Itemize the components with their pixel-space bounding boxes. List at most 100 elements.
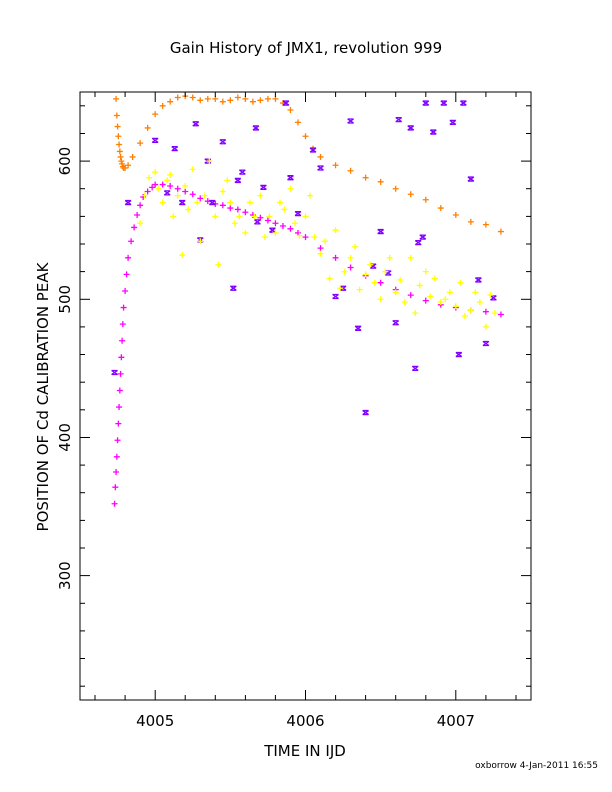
y-tick-label: 600 <box>56 147 74 176</box>
data-point <box>163 190 171 196</box>
data-point <box>224 177 231 184</box>
data-point <box>497 311 504 318</box>
data-point <box>227 97 234 104</box>
data-point <box>219 139 227 145</box>
data-point <box>194 199 201 206</box>
data-point <box>208 199 216 206</box>
data-point <box>151 137 159 144</box>
data-point <box>347 118 354 124</box>
data-point <box>472 289 479 296</box>
data-point <box>144 188 151 195</box>
data-point <box>116 141 123 148</box>
data-point <box>317 250 324 257</box>
data-point <box>227 205 234 212</box>
data-point <box>264 95 271 102</box>
data-point <box>347 167 354 174</box>
series-1 <box>111 181 504 507</box>
data-point <box>159 199 166 206</box>
data-point <box>134 211 141 218</box>
data-point <box>119 337 126 344</box>
data-point <box>242 229 249 236</box>
data-point <box>182 182 189 189</box>
data-point <box>362 409 369 416</box>
data-point <box>170 213 177 220</box>
data-point <box>431 275 438 282</box>
data-point <box>467 218 474 225</box>
data-point <box>129 153 136 160</box>
data-point <box>371 279 378 286</box>
series-3 <box>137 158 498 330</box>
x-tick-label: 4005 <box>136 712 174 730</box>
data-point <box>167 171 174 178</box>
data-point <box>392 289 399 296</box>
data-point <box>382 268 389 275</box>
data-point <box>482 323 489 330</box>
data-point <box>422 268 429 275</box>
data-point <box>118 158 125 165</box>
data-point <box>337 285 344 292</box>
data-point <box>229 285 237 291</box>
data-point <box>296 232 303 239</box>
data-point <box>113 469 120 475</box>
data-point <box>116 387 123 394</box>
data-point <box>113 112 120 119</box>
data-point <box>118 354 125 361</box>
data-point <box>182 188 189 195</box>
data-point <box>482 308 489 315</box>
data-point <box>215 261 222 268</box>
data-point <box>397 276 404 283</box>
data-point <box>287 225 294 232</box>
data-point <box>115 133 122 140</box>
footer-stamp: oxborrow 4-Jan-2011 16:55 <box>475 761 598 771</box>
data-point <box>369 263 377 269</box>
data-point <box>392 185 399 192</box>
data-point <box>302 133 309 140</box>
data-point <box>377 279 384 286</box>
data-point <box>482 340 490 347</box>
data-point <box>392 320 400 326</box>
data-point <box>185 206 192 213</box>
data-point <box>174 94 181 101</box>
data-point <box>122 165 129 171</box>
data-point <box>332 162 339 169</box>
data-point <box>123 271 130 278</box>
data-point <box>128 238 135 245</box>
data-point <box>246 199 253 206</box>
data-point <box>467 307 474 314</box>
data-point <box>332 227 339 234</box>
series-2 <box>111 100 497 416</box>
data-point <box>287 106 294 113</box>
data-point <box>257 97 264 104</box>
data-point <box>307 192 314 199</box>
data-point <box>347 264 354 271</box>
x-tick-label: 4006 <box>286 712 324 730</box>
data-point <box>422 100 430 106</box>
data-point <box>242 209 249 216</box>
data-point <box>234 94 241 101</box>
x-axis-label: TIME IN IJD <box>263 742 346 760</box>
data-point <box>482 221 489 228</box>
plot-frame <box>79 91 532 701</box>
data-point <box>412 310 419 317</box>
data-point <box>384 270 392 276</box>
data-point <box>407 191 414 198</box>
data-point <box>332 293 339 300</box>
data-point <box>252 125 260 131</box>
data-point <box>487 292 494 299</box>
data-point <box>317 165 324 171</box>
data-point <box>395 116 403 123</box>
data-point <box>197 195 204 202</box>
data-point <box>422 297 429 304</box>
data-point <box>116 148 123 155</box>
x-axis: 4005 4006 4007 <box>94 92 517 730</box>
data-point <box>137 140 144 147</box>
data-point <box>137 220 144 227</box>
data-point <box>490 295 497 301</box>
y-axis: 300 400 500 600 <box>56 105 531 687</box>
data-point <box>152 181 159 188</box>
data-point <box>459 100 467 106</box>
data-point <box>411 365 419 372</box>
data-point <box>362 174 369 181</box>
data-point <box>219 98 226 105</box>
data-point <box>377 296 384 303</box>
